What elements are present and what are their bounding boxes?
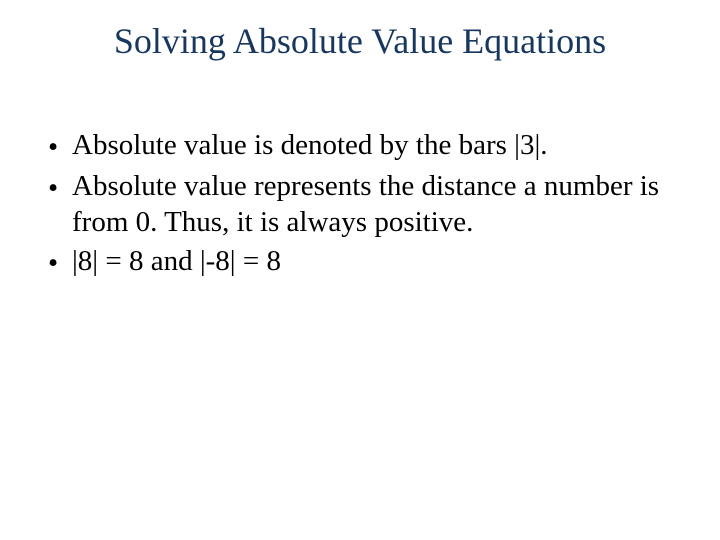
bullet-dot-icon: • bbox=[48, 169, 72, 206]
bullet-item: • |8| = 8 and |-8| = 8 bbox=[48, 244, 678, 281]
slide-title: Solving Absolute Value Equations bbox=[0, 22, 720, 62]
slide-body: • Absolute value is denoted by the bars … bbox=[48, 128, 678, 286]
bullet-item: • Absolute value is denoted by the bars … bbox=[48, 128, 678, 165]
bullet-item: • Absolute value represents the distance… bbox=[48, 169, 678, 240]
bullet-dot-icon: • bbox=[48, 128, 72, 165]
bullet-text: Absolute value is denoted by the bars |3… bbox=[72, 128, 678, 163]
bullet-text: |8| = 8 and |-8| = 8 bbox=[72, 244, 678, 279]
bullet-text: Absolute value represents the distance a… bbox=[72, 169, 678, 240]
bullet-dot-icon: • bbox=[48, 244, 72, 281]
slide: Solving Absolute Value Equations • Absol… bbox=[0, 0, 720, 540]
